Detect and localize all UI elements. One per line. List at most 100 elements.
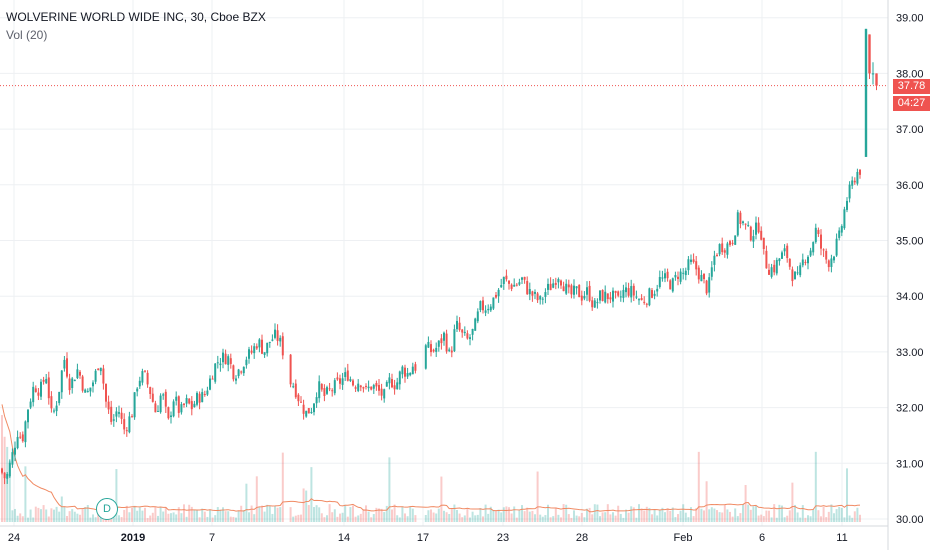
candle-body xyxy=(510,284,513,289)
candle-body xyxy=(268,341,271,343)
volume-bar xyxy=(16,515,19,522)
candle-body xyxy=(601,289,604,301)
candle-body xyxy=(354,387,357,389)
volume-bar xyxy=(801,505,804,522)
candle-body xyxy=(658,277,661,288)
volume-bar xyxy=(222,507,224,522)
candle-body xyxy=(848,184,851,199)
candle-body xyxy=(339,378,341,384)
candle-body xyxy=(34,388,37,393)
candle-body xyxy=(216,362,219,364)
candle-body xyxy=(599,290,601,301)
x-tick-label: 7 xyxy=(209,532,215,544)
volume-bar xyxy=(344,504,347,522)
candle-body xyxy=(328,388,331,390)
candle-body xyxy=(222,352,224,363)
candle-body xyxy=(846,200,848,210)
dividend-marker[interactable]: D xyxy=(96,498,118,520)
candle-body xyxy=(443,332,445,341)
volume-bar xyxy=(71,509,74,522)
candle-body xyxy=(47,377,50,399)
volume-bar xyxy=(320,513,323,522)
volume-bar xyxy=(393,504,396,522)
candle-body xyxy=(463,331,466,334)
candle-body xyxy=(53,410,55,412)
candle-body xyxy=(307,408,310,414)
volume-bar xyxy=(848,515,851,522)
candle-body xyxy=(144,370,146,372)
candle-body xyxy=(92,382,94,387)
y-tick-label: 31.00 xyxy=(896,458,924,470)
candle-body xyxy=(778,258,781,262)
candle-body xyxy=(575,286,578,289)
volume-bar xyxy=(749,509,752,522)
volume-bar xyxy=(840,507,843,522)
candle-body xyxy=(729,241,731,245)
candle-body xyxy=(99,367,102,372)
volume-bar xyxy=(196,510,198,522)
candle-body xyxy=(619,296,622,298)
volume-bar xyxy=(638,504,640,522)
volume-bar xyxy=(469,517,471,522)
candle-body xyxy=(666,271,669,279)
volume-bar xyxy=(79,514,81,522)
volume-bar xyxy=(219,509,222,522)
volume-bar xyxy=(463,515,466,522)
candle-body xyxy=(456,320,458,330)
candle-body xyxy=(188,398,191,404)
volume-bar xyxy=(198,517,201,522)
volume-bar xyxy=(32,517,35,522)
candle-body xyxy=(812,242,815,253)
candle-body xyxy=(138,380,141,387)
candle-body xyxy=(762,237,765,250)
candle-body xyxy=(42,379,45,382)
candle-body xyxy=(622,289,625,298)
volume-bar xyxy=(827,511,830,522)
volume-legend-label[interactable]: Vol (20) xyxy=(6,28,48,42)
candle-body xyxy=(115,411,118,417)
candle-body xyxy=(253,346,256,354)
candle-body xyxy=(799,265,802,276)
candle-body xyxy=(154,403,157,413)
volume-bar xyxy=(294,515,297,522)
volume-bar xyxy=(123,509,126,522)
candle-body xyxy=(609,297,612,300)
candle-body xyxy=(279,337,282,342)
candle-body xyxy=(58,391,61,404)
volume-bar xyxy=(24,466,27,522)
candle-body xyxy=(752,236,755,242)
candle-body xyxy=(196,392,198,405)
candle-body xyxy=(359,385,362,388)
candle-body xyxy=(801,259,804,266)
volume-bar xyxy=(253,514,256,522)
candle-body xyxy=(541,298,544,300)
candle-body xyxy=(684,270,687,276)
volume-bar xyxy=(466,508,469,522)
volume-bar xyxy=(713,508,716,522)
candle-body xyxy=(804,261,807,263)
volume-bar xyxy=(734,508,737,522)
candle-body xyxy=(674,275,677,278)
volume-bar xyxy=(240,505,243,522)
volume-bar xyxy=(380,508,383,522)
x-tick-label: Feb xyxy=(674,532,693,544)
candle-body xyxy=(331,390,334,392)
volume-bar xyxy=(744,485,747,522)
candle-body xyxy=(682,272,685,274)
candle-body xyxy=(37,392,40,396)
volume-bar xyxy=(807,515,809,522)
candle-body xyxy=(66,358,68,377)
volume-bar xyxy=(94,517,97,522)
candle-body xyxy=(11,452,14,465)
candle-body xyxy=(110,406,113,422)
volume-bar xyxy=(279,507,282,522)
candle-body xyxy=(258,339,261,348)
candle-body xyxy=(118,412,120,414)
candle-body xyxy=(484,310,487,313)
candle-body xyxy=(497,289,500,297)
volume-bar xyxy=(742,504,744,522)
volume-bar xyxy=(357,515,360,522)
candle-body xyxy=(734,235,737,245)
volume-bar xyxy=(497,509,500,522)
